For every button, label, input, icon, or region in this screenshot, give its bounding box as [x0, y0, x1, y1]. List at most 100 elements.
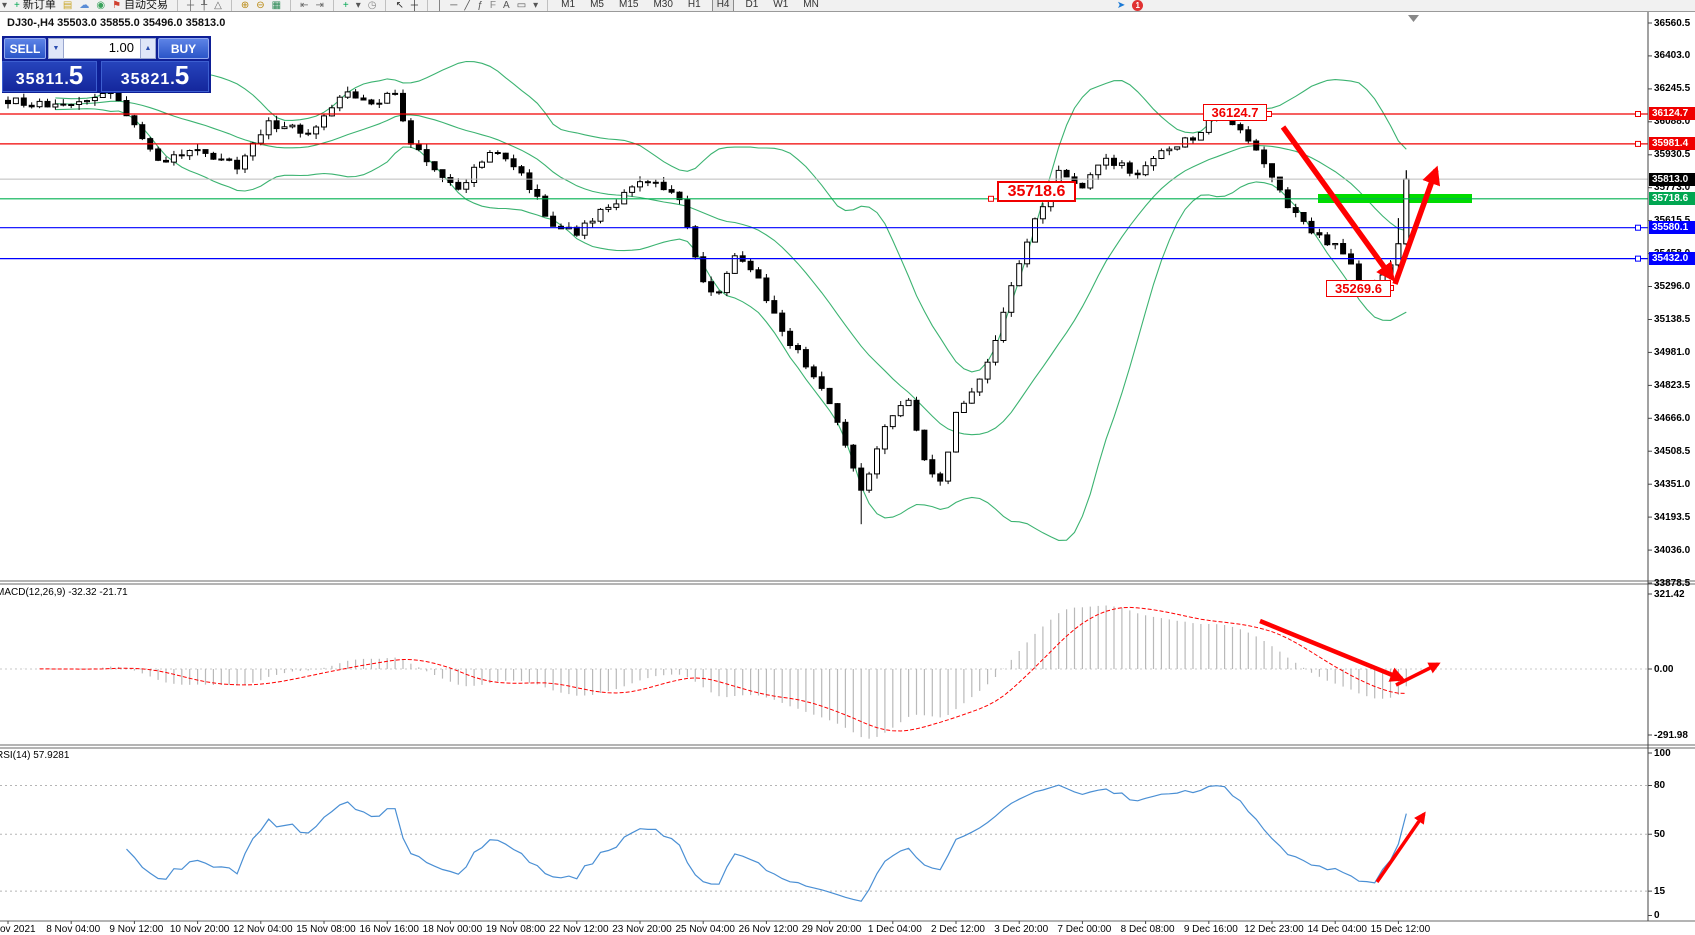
candle	[257, 134, 264, 144]
candle	[218, 158, 225, 161]
macd-axis-label: 0.00	[1654, 663, 1674, 675]
timeframe-button-mn[interactable]: MN	[803, 0, 819, 10]
candle	[234, 159, 241, 170]
timeframe-button-m1[interactable]: M1	[561, 0, 576, 10]
candle	[400, 92, 406, 122]
time-label: 10 Nov 20:00	[169, 924, 230, 935]
macd-label: MACD(12,26,9) -32.32 -21.71	[0, 587, 128, 598]
candlestick-series	[5, 83, 1410, 525]
zoom-out-icon[interactable]: ⊖	[256, 0, 264, 11]
rsi-axis-label: 0	[1654, 910, 1660, 921]
object-handle[interactable]	[1635, 224, 1641, 231]
cloud-icon[interactable]: ☁	[79, 0, 89, 11]
crosshair-time-icon[interactable]: ╀	[201, 0, 207, 11]
time-label: 7 Dec 00:00	[1057, 924, 1112, 935]
cursor-icon[interactable]: ↖	[395, 0, 403, 11]
candle	[44, 100, 51, 108]
zigzag-icon[interactable]: △	[214, 0, 222, 11]
timeframe-button-h4[interactable]: H4	[711, 0, 735, 11]
timeframe-button-w1[interactable]: W1	[773, 0, 789, 10]
candle	[518, 166, 525, 174]
trendline-icon[interactable]: ╱	[464, 0, 470, 11]
buy-button[interactable]: BUY	[158, 38, 209, 59]
candle	[621, 191, 628, 205]
trend-arrows[interactable]	[1280, 125, 1441, 285]
charts-dropdown-icon[interactable]: ▾	[2, 0, 7, 11]
autoscroll-icon[interactable]: ◷	[368, 0, 377, 11]
candle	[1174, 146, 1181, 150]
step-back-icon: ⇤	[300, 0, 309, 11]
sell-price-main: 35811	[15, 71, 65, 88]
price-badge-35813.0: 35813.0	[1649, 172, 1695, 186]
volume-input[interactable]: 1.00	[64, 38, 140, 59]
step-forward-icon[interactable]: ⇥	[315, 0, 323, 11]
new-order-button[interactable]: + 新订单	[14, 0, 56, 11]
chart-shift-marker[interactable]	[1408, 15, 1419, 22]
timeframe-button-m15[interactable]: M15	[618, 0, 639, 10]
rsi-up-arrow[interactable]	[1375, 811, 1426, 883]
price-tick: 33878.5	[1654, 577, 1691, 589]
timeframe-button-d1[interactable]: D1	[745, 0, 759, 10]
candle	[202, 149, 209, 154]
crosshair-icon[interactable]: ┼	[411, 0, 418, 11]
candle	[850, 444, 857, 469]
timeframe-button-m30[interactable]: M30	[653, 0, 673, 10]
candle	[771, 300, 778, 314]
macd-down-arrow[interactable]	[1259, 618, 1406, 682]
arrows-dropdown-icon[interactable]: ▾	[533, 0, 538, 11]
community-icon[interactable]: ➤	[1117, 0, 1125, 11]
object-handle[interactable]	[1635, 110, 1641, 117]
candle	[242, 155, 248, 170]
autotrading-button[interactable]: ⚑ 自动交易	[112, 0, 169, 11]
crosshair-price-icon[interactable]: ┼	[187, 0, 194, 11]
text-label-icon[interactable]: ▭	[517, 0, 526, 11]
buy-price-display[interactable]: 35821. 5	[101, 61, 209, 92]
equidistant-channel-icon[interactable]: ƒ	[477, 0, 483, 11]
object-handle[interactable]	[1635, 140, 1641, 147]
zoom-in-icon[interactable]: ⊕	[241, 0, 249, 11]
crosshair-price-icon: ┼	[187, 0, 195, 11]
annotation-price-support[interactable]: 35718.6	[997, 181, 1076, 202]
macd-up-arrow[interactable]	[1395, 662, 1441, 687]
annotation-price-low[interactable]: 35269.6	[1326, 280, 1391, 297]
candle	[881, 426, 888, 450]
timeframe-button-h1[interactable]: H1	[687, 0, 701, 10]
candle	[534, 189, 541, 197]
candle	[716, 291, 722, 294]
candle	[68, 104, 75, 106]
market-watch-icon[interactable]: ▤	[63, 0, 72, 11]
volume-decrease-button[interactable]: ▼	[48, 38, 64, 59]
bollinger-middle	[55, 100, 1407, 436]
object-handle[interactable]	[1266, 110, 1272, 117]
toolbar-separator	[230, 0, 232, 11]
time-label: 16 Nov 16:00	[359, 924, 419, 935]
price-badge-35432.0: 35432.0	[1649, 252, 1695, 266]
step-back-icon[interactable]: ⇤	[300, 0, 308, 11]
chart-list-dropdown-icon[interactable]: ▾	[356, 0, 361, 11]
text-icon[interactable]: A	[503, 0, 510, 11]
vline-icon[interactable]: │	[437, 0, 443, 11]
candle	[455, 181, 462, 190]
candle	[913, 399, 920, 431]
candle	[779, 312, 786, 332]
toolbar-items: ▾ + 新订单 ▤ ☁ ◉ ⚑ 自动交易 ┼ ╀ △ ⊕ ⊖ ▦ ⇤ ⇥ + ▾ ◷ ↖ ┼ │ ─ ╱ ƒ F A ▭ ▾ M1 M5 M1…	[2, 0, 1144, 11]
new-chart-icon[interactable]: +	[343, 0, 349, 11]
sell-price-display[interactable]: 35811. 5	[2, 61, 97, 92]
annotation-price-high[interactable]: 36124.7	[1203, 104, 1267, 121]
volume-increase-button[interactable]: ▲	[140, 38, 156, 59]
candle	[692, 226, 699, 258]
tile-windows-icon[interactable]: ▦	[272, 0, 281, 11]
timeframe-button-m5[interactable]: M5	[590, 0, 604, 10]
hline-icon[interactable]: ─	[450, 0, 457, 11]
horizontal-levels[interactable]	[0, 110, 1648, 291]
notification-badge[interactable]: 1	[1132, 0, 1144, 11]
object-handle[interactable]	[1635, 255, 1641, 262]
signals-icon[interactable]: ◉	[96, 0, 105, 11]
fibo-icon[interactable]: F	[490, 0, 496, 11]
object-handle[interactable]	[988, 195, 994, 202]
candle	[1134, 172, 1141, 176]
candle	[186, 150, 193, 157]
sell-button[interactable]: SELL	[4, 38, 46, 59]
